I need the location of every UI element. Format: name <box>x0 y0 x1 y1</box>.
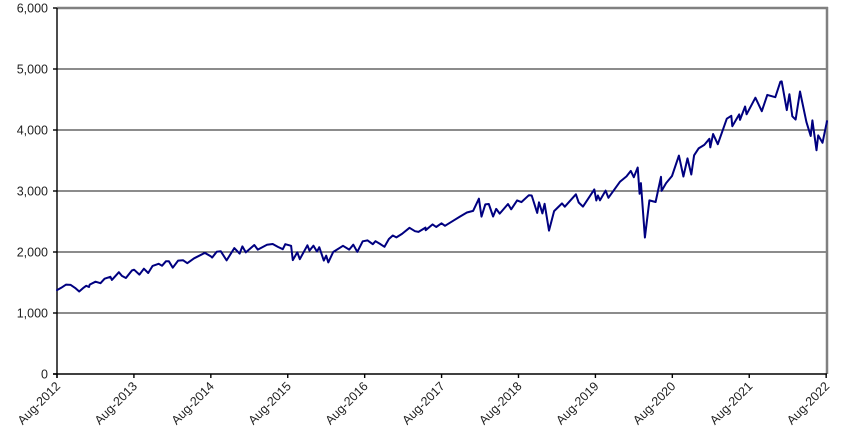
y-tick-label: 3,000 <box>17 185 48 199</box>
y-tick-label: 2,000 <box>17 246 48 260</box>
y-tick-label: 1,000 <box>17 307 48 321</box>
y-tick-label: 0 <box>41 368 48 382</box>
y-tick-label: 5,000 <box>17 63 48 77</box>
y-tick-label: 4,000 <box>17 124 48 138</box>
price-line <box>56 80 828 293</box>
y-tick-label: 6,000 <box>17 2 48 16</box>
